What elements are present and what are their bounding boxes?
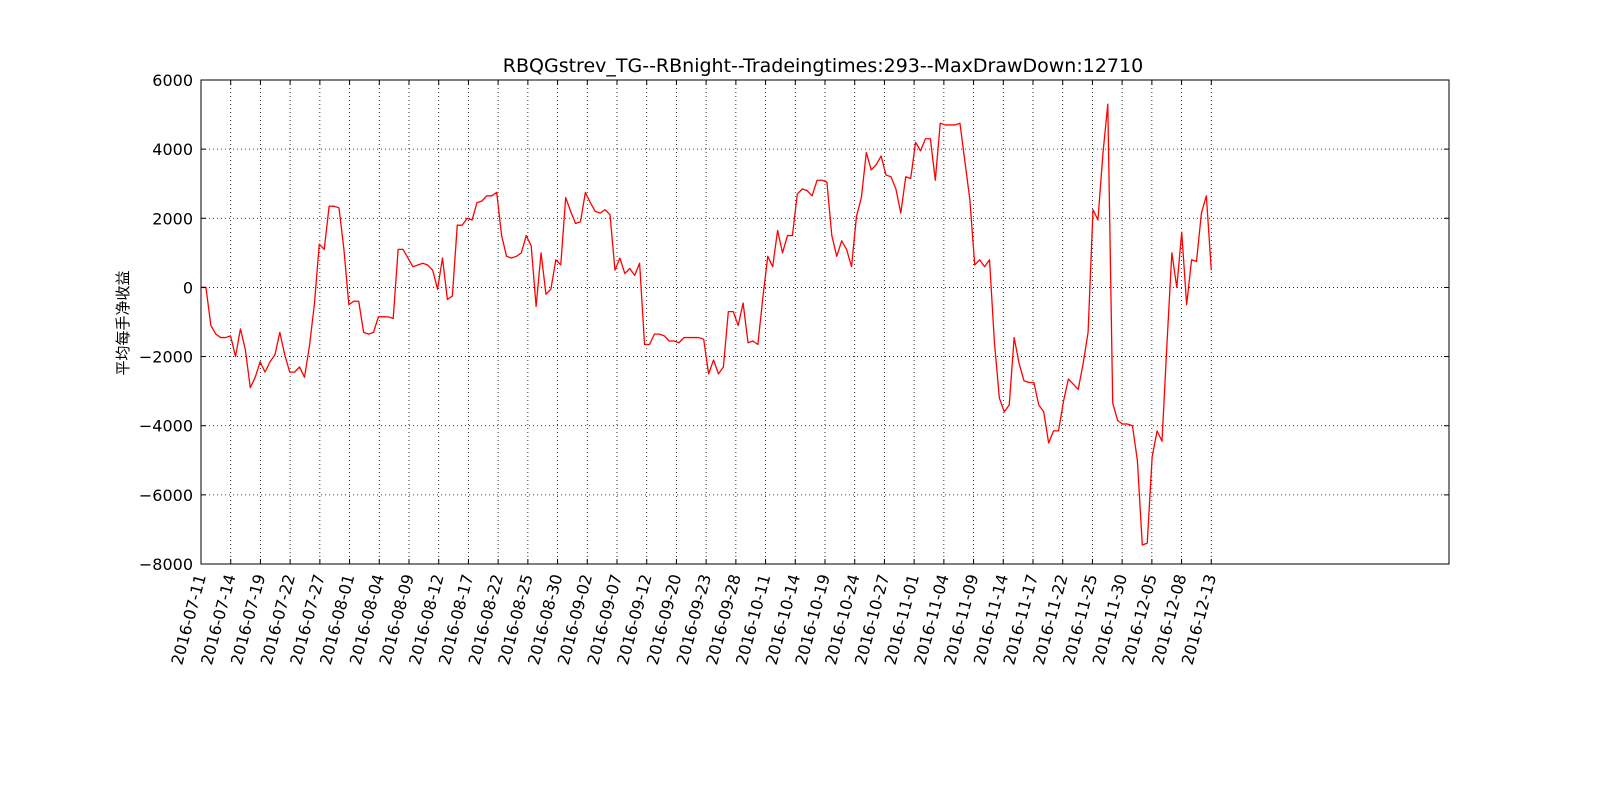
grid-lines <box>201 80 1449 564</box>
y-tick-label: −6000 <box>139 486 193 505</box>
chart-title: RBQGstrev_TG--RBnight--Tradeingtimes:293… <box>503 55 1143 77</box>
y-tick-label: −2000 <box>139 348 193 367</box>
y-tick-label: 0 <box>183 278 193 297</box>
series-line <box>201 103 1212 546</box>
series-layer <box>201 103 1212 546</box>
y-tick-label: −4000 <box>139 417 193 436</box>
y-axis-label: 平均每手净收益 <box>114 270 132 375</box>
x-axis: 2016-07-112016-07-142016-07-192016-07-22… <box>167 80 1220 667</box>
y-tick-label: 2000 <box>152 209 193 228</box>
y-axis: −8000 −6000 −4000 −2000 0 2000 4000 6000 <box>139 71 1449 574</box>
y-tick-label: 4000 <box>152 140 193 159</box>
y-tick-label: 6000 <box>152 71 193 90</box>
y-tick-label: −8000 <box>139 555 193 574</box>
